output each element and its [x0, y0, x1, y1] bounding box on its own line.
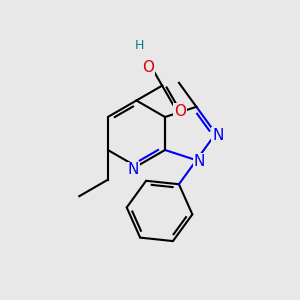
Text: O: O [142, 60, 154, 75]
Text: O: O [174, 104, 186, 119]
Text: H: H [134, 39, 144, 52]
Text: N: N [194, 154, 205, 169]
Text: N: N [128, 163, 139, 178]
Text: N: N [212, 128, 224, 142]
